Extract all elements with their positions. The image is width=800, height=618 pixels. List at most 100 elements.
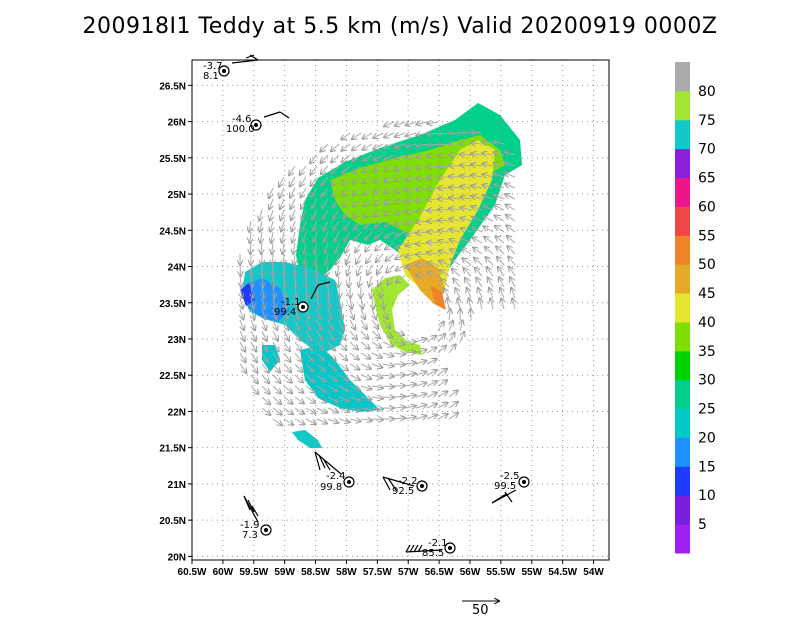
wind-vector bbox=[405, 265, 417, 268]
wind-vector bbox=[316, 341, 324, 351]
wind-vector bbox=[294, 385, 304, 393]
wind-band-15 bbox=[245, 278, 290, 322]
wind-vector bbox=[472, 227, 483, 233]
wind-vector bbox=[338, 374, 348, 381]
wind-vector bbox=[488, 277, 494, 288]
wind-vector bbox=[460, 154, 472, 155]
wind-vector bbox=[317, 286, 318, 298]
observation-station: -1.97.3 bbox=[240, 495, 272, 541]
wind-vector bbox=[300, 165, 307, 175]
station-dot bbox=[522, 480, 526, 484]
wind-vector bbox=[383, 297, 384, 309]
wind-vector bbox=[272, 341, 279, 351]
wind-vector bbox=[416, 254, 428, 255]
plot-title: 200918I1 Teddy at 5.5 km (m/s) Valid 202… bbox=[82, 14, 718, 39]
wind-vector bbox=[272, 352, 279, 362]
wind-vector bbox=[396, 264, 406, 271]
wind-vector bbox=[282, 242, 284, 254]
wind-vector bbox=[393, 342, 405, 344]
wind-vector bbox=[405, 210, 417, 213]
wind-vector bbox=[489, 288, 493, 299]
wind-vector bbox=[364, 220, 373, 229]
wind-vector bbox=[300, 187, 307, 197]
wind-vectors bbox=[240, 122, 515, 425]
wind-vector bbox=[494, 184, 505, 188]
wind-vector bbox=[395, 199, 406, 203]
wind-vector bbox=[295, 297, 298, 309]
wind-vector bbox=[321, 165, 329, 174]
colorbar-label: 60 bbox=[698, 199, 716, 215]
wind-vector bbox=[374, 187, 384, 194]
wind-vector bbox=[250, 363, 258, 373]
wind-vector bbox=[262, 319, 266, 330]
wind-vector bbox=[427, 188, 439, 189]
wind-vector bbox=[283, 407, 293, 414]
wind-vector bbox=[327, 352, 336, 361]
wind-vector bbox=[292, 231, 295, 243]
wind-vector bbox=[283, 253, 284, 265]
wind-vector bbox=[304, 242, 306, 254]
wind-vector bbox=[373, 143, 384, 149]
wind-vector bbox=[294, 319, 299, 330]
wind-vector bbox=[294, 341, 301, 351]
wind-vector bbox=[448, 413, 458, 420]
wind-vector bbox=[448, 390, 458, 398]
wind-vector bbox=[349, 330, 357, 340]
colorbar-label: 70 bbox=[698, 142, 716, 158]
wind-vector bbox=[352, 165, 362, 173]
wind-vector bbox=[261, 242, 262, 254]
wind-vector bbox=[453, 278, 461, 288]
wind-vector bbox=[384, 154, 395, 160]
wind-vector bbox=[483, 195, 494, 199]
wind-vector bbox=[336, 253, 339, 265]
wind-vector bbox=[374, 198, 384, 205]
wind-vector bbox=[300, 176, 307, 186]
wind-vector bbox=[270, 209, 273, 221]
wind-vector bbox=[427, 242, 439, 243]
wind-vector bbox=[509, 267, 516, 277]
wind-vector bbox=[349, 397, 360, 400]
wind-barb bbox=[317, 281, 331, 286]
wind-vector bbox=[396, 275, 406, 282]
wind-vector bbox=[261, 407, 271, 415]
wind-vector bbox=[382, 308, 387, 319]
wind-vector bbox=[372, 308, 376, 319]
wind-vector bbox=[272, 374, 280, 383]
wind-vector bbox=[261, 352, 268, 362]
wind-vector bbox=[305, 418, 316, 424]
x-tick-label: 57.5W bbox=[363, 567, 392, 578]
wind-vector bbox=[367, 264, 373, 275]
wind-vector bbox=[321, 187, 329, 197]
wind-vector bbox=[471, 132, 483, 133]
wind-vector bbox=[334, 231, 340, 242]
wind-vector bbox=[438, 155, 450, 156]
wind-vector bbox=[349, 352, 359, 360]
wind-vector bbox=[427, 122, 439, 124]
wind-vector bbox=[483, 216, 494, 222]
wind-vector bbox=[395, 231, 406, 237]
wind-vector bbox=[471, 154, 483, 155]
wind-vector bbox=[393, 407, 405, 408]
station-value-top: -2.5 bbox=[500, 471, 520, 482]
wind-vector bbox=[283, 341, 290, 351]
wind-vector bbox=[261, 385, 270, 394]
wind-vector bbox=[375, 231, 384, 239]
wind-vector bbox=[415, 350, 426, 353]
wind-vector bbox=[473, 248, 483, 255]
wind-vector bbox=[333, 209, 340, 219]
wind-vector bbox=[475, 268, 483, 277]
wind-vector bbox=[426, 404, 437, 409]
colorbar-segment bbox=[675, 148, 690, 179]
y-tick-label: 24N bbox=[168, 263, 186, 274]
colorbar-label: 35 bbox=[698, 344, 716, 360]
wind-vector bbox=[415, 361, 426, 364]
wind-vector bbox=[305, 319, 311, 330]
reference-vector: 50 bbox=[462, 601, 499, 618]
wind-vector bbox=[323, 220, 329, 231]
wind-vector bbox=[439, 261, 450, 266]
wind-vector bbox=[416, 122, 428, 124]
wind-vector bbox=[382, 319, 390, 328]
wind-vector bbox=[333, 220, 340, 230]
wind-vector bbox=[349, 363, 359, 370]
wind-vector bbox=[476, 278, 483, 288]
